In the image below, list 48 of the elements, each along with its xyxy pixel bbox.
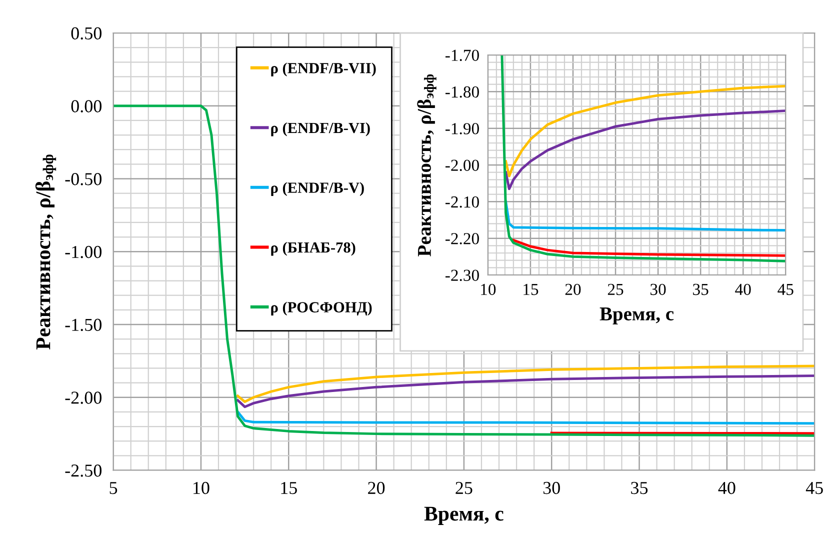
y-tick-label: -2.20 <box>446 233 479 244</box>
x-tick-label: 15 <box>524 284 538 296</box>
x-tick-label: 40 <box>735 284 751 296</box>
line-series <box>236 364 815 403</box>
legend-label: ρ (ENDF/B-V) <box>271 182 364 196</box>
y-tick-label: -1.00 <box>65 246 102 258</box>
y-tick-label: -2.30 <box>446 270 479 282</box>
y-tick-label: -2.00 <box>65 392 102 404</box>
x-axis-title: Время, с <box>600 308 674 324</box>
x-tick-label: 40 <box>718 482 736 494</box>
line-series <box>500 55 786 262</box>
line-series <box>512 238 786 257</box>
line-series <box>504 109 786 190</box>
legend-label: ρ (ENDF/B-VII) <box>271 62 376 76</box>
legend-label: ρ (РОСФОНД) <box>271 302 372 316</box>
y-tick-label: 0.00 <box>71 100 102 112</box>
x-tick-label: 45 <box>778 284 794 296</box>
y-tick-label: -1.70 <box>446 50 479 62</box>
line-series <box>236 410 815 425</box>
y-tick-label: 0.50 <box>71 27 102 40</box>
x-tick-label: 20 <box>565 284 581 296</box>
x-tick-label: 10 <box>481 284 496 296</box>
line-series <box>504 200 786 232</box>
x-tick-label: 45 <box>806 482 823 494</box>
x-tick-label: 15 <box>281 482 297 494</box>
y-tick-label: -0.50 <box>65 173 102 186</box>
x-tick-label: 10 <box>194 482 210 494</box>
line-series <box>236 374 815 408</box>
x-tick-label: 30 <box>543 482 560 494</box>
x-axis-title: Время, с <box>424 506 504 525</box>
x-tick-label: 5 <box>110 482 118 494</box>
y-axis-title: Реактивность, ρ/β$_{эфф}$ <box>417 74 436 256</box>
y-tick-label: -1.50 <box>65 318 102 332</box>
x-tick-label: 35 <box>631 482 648 494</box>
legend-label: ρ (ENDF/B-VI) <box>271 122 370 136</box>
x-tick-label: 30 <box>650 284 666 296</box>
y-tick-label: -2.00 <box>446 160 479 172</box>
x-tick-label: 20 <box>368 482 385 494</box>
line-series <box>504 84 786 178</box>
y-tick-label: -1.80 <box>446 86 479 98</box>
y-axis-title: Реактивность, ρ/β$_{эфф}$ <box>35 154 56 350</box>
x-tick-label: 35 <box>693 284 708 296</box>
x-tick-label: 25 <box>456 482 472 494</box>
x-tick-label: 25 <box>608 284 624 296</box>
y-tick-label: -2.50 <box>65 464 102 477</box>
y-tick-label: -2.10 <box>446 196 479 208</box>
y-tick-label: -1.90 <box>446 123 479 134</box>
legend-label: ρ (БНАБ-78) <box>271 242 356 256</box>
